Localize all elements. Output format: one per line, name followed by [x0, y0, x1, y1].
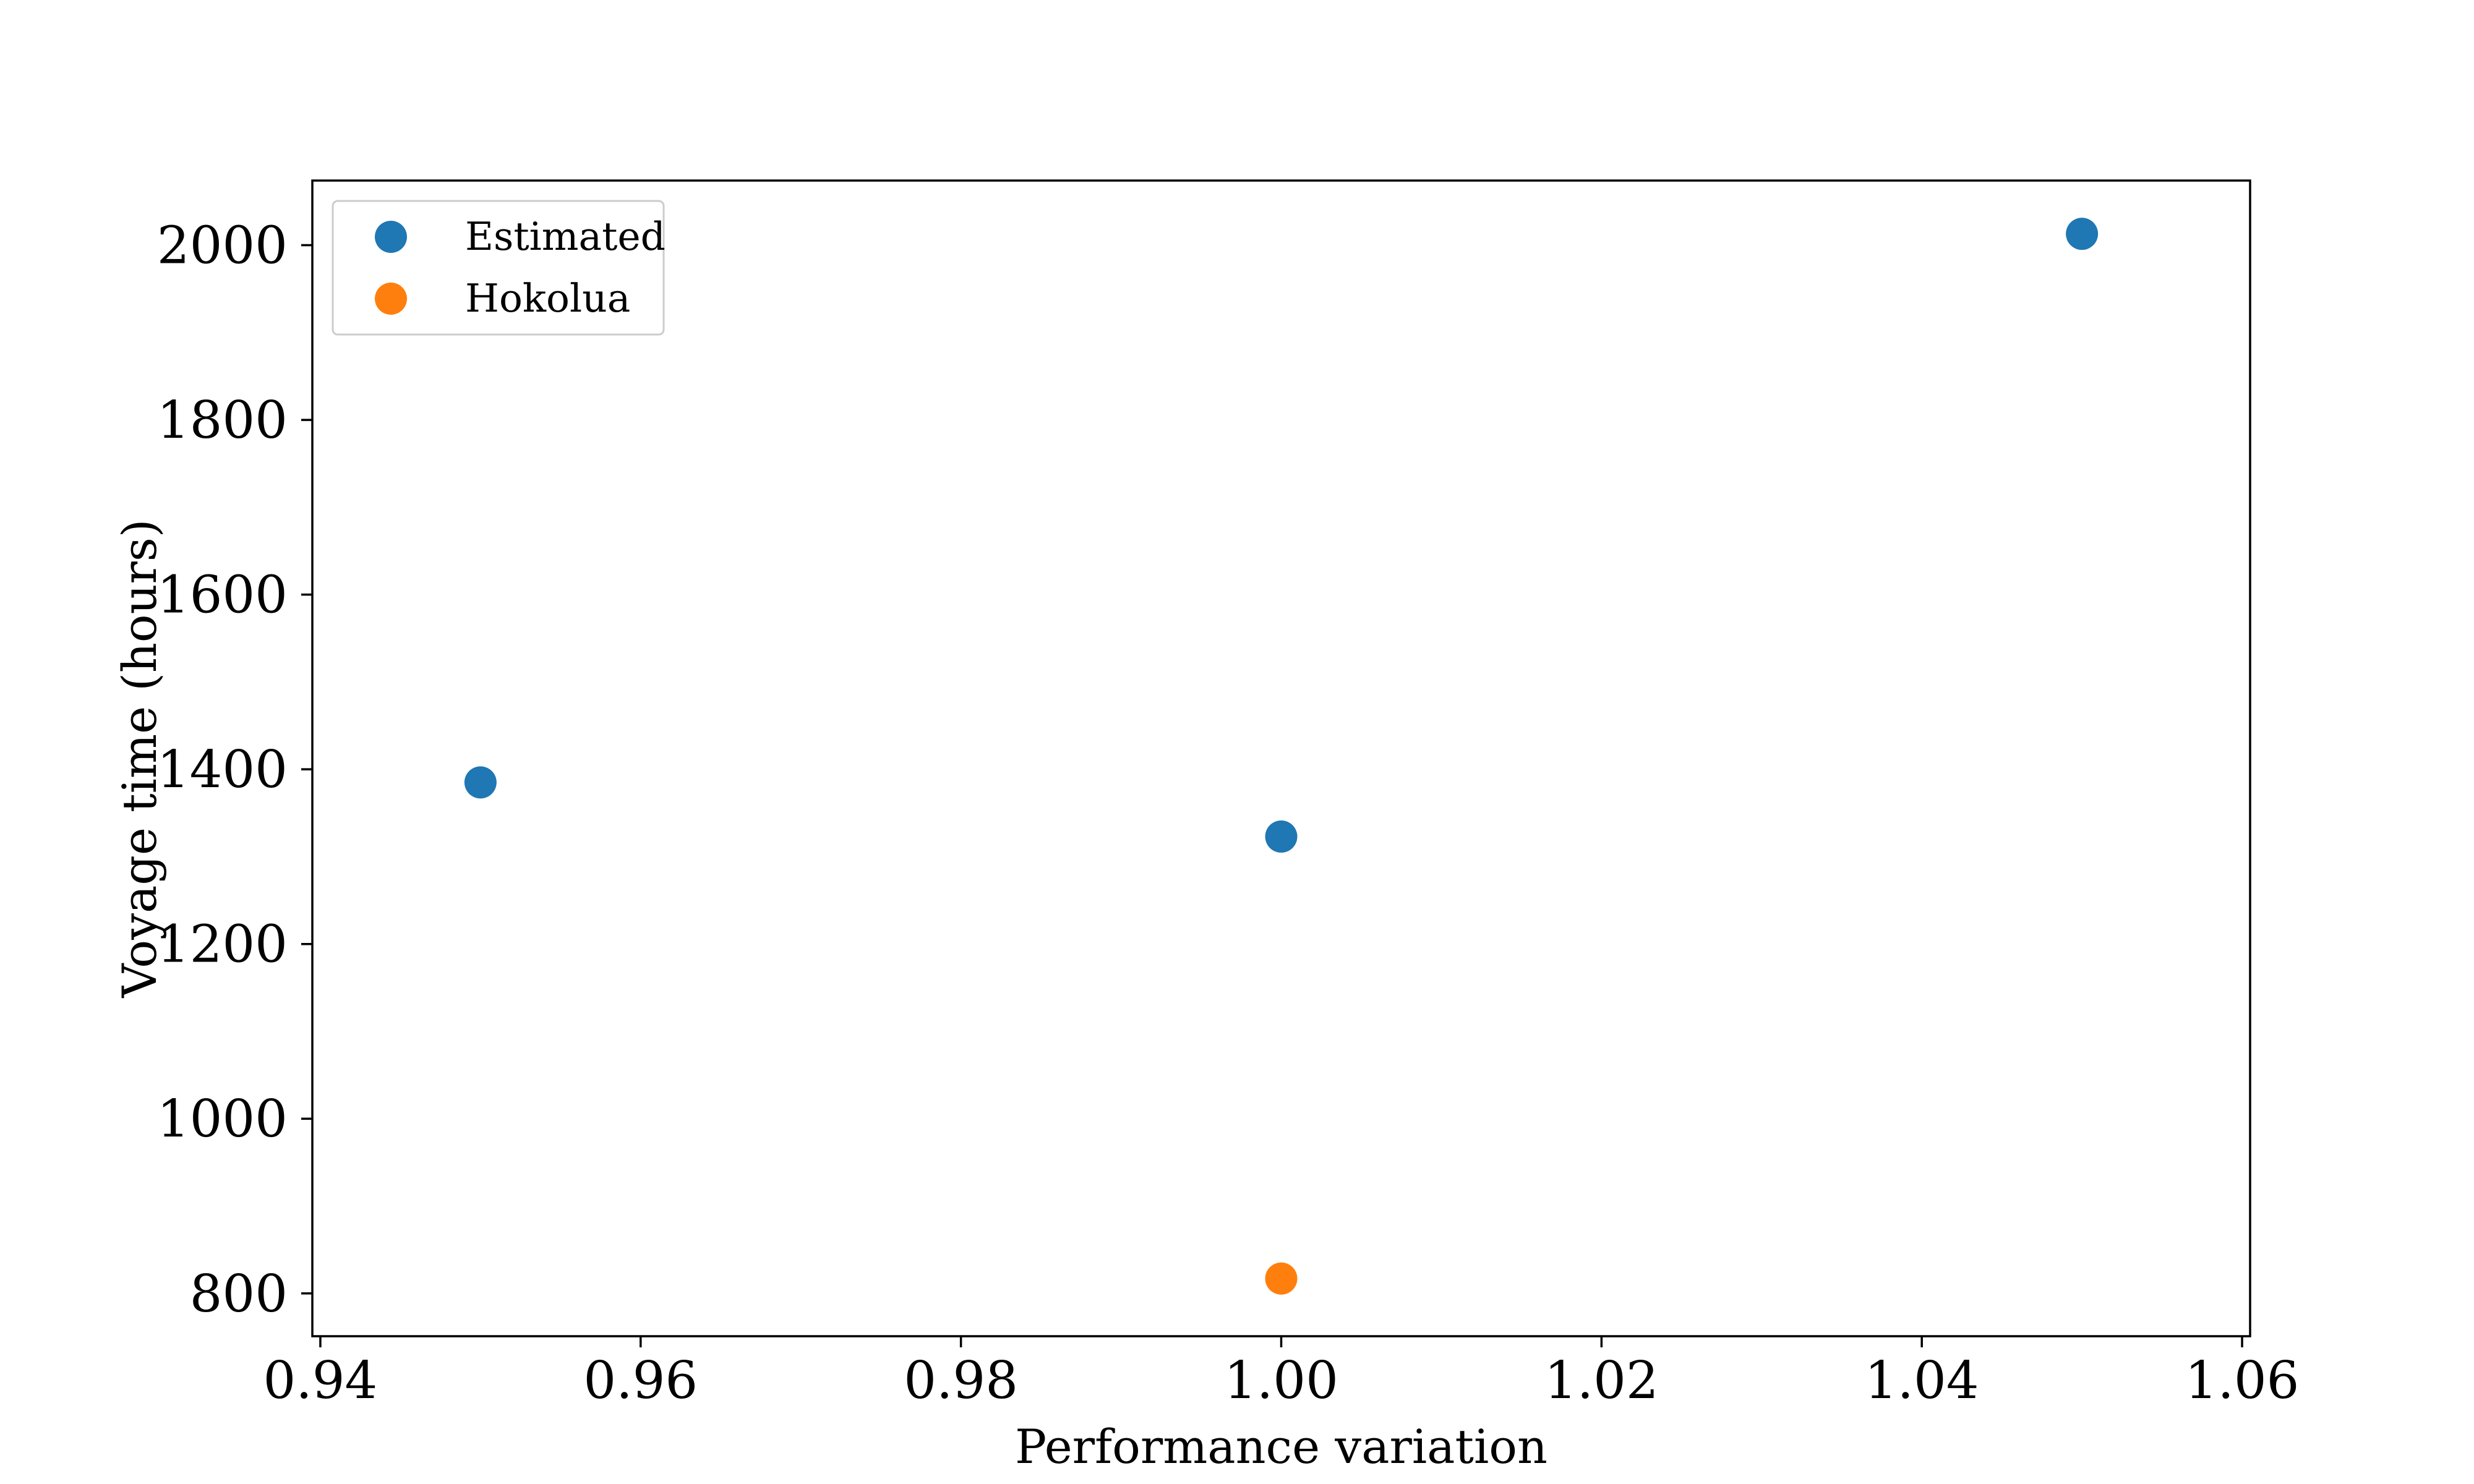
y-tick-label: 800 [190, 1264, 288, 1324]
y-tick-label: 1800 [157, 390, 288, 450]
y-tick-label: 1400 [157, 740, 288, 800]
y-tick-label: 1200 [157, 915, 288, 974]
hokolua-point [1265, 1262, 1298, 1295]
estimated-point [1265, 820, 1298, 853]
x-tick-label: 1.00 [1224, 1350, 1338, 1410]
y-tick-label: 1000 [157, 1089, 288, 1149]
x-tick-label: 0.98 [904, 1350, 1018, 1410]
estimated-point [2066, 218, 2099, 250]
x-axis-ticks: 0.94 0.96 0.98 1.00 1.02 1.04 1.06 [263, 1336, 2300, 1410]
x-tick-label: 1.02 [1544, 1350, 1659, 1410]
y-tick-label: 2000 [157, 216, 288, 276]
legend-label-estimated: Estimated [465, 214, 666, 259]
x-tick-label: 1.06 [2185, 1350, 2300, 1410]
plot-layer [464, 218, 2099, 1295]
plot-frame [311, 179, 2251, 1337]
x-tick-label: 0.96 [583, 1350, 698, 1410]
y-tick-label: 1600 [157, 565, 288, 625]
legend-marker-hokolua [375, 283, 407, 315]
estimated-point [464, 766, 497, 799]
x-tick-label: 0.94 [263, 1350, 378, 1410]
x-axis-label: Performance variation [1015, 1419, 1547, 1474]
legend-marker-estimated [375, 221, 407, 253]
x-tick-label: 1.04 [1865, 1350, 1979, 1410]
y-axis-label: Voyage time (hours) [112, 519, 167, 998]
legend: Estimated Hokolua [332, 200, 666, 336]
legend-label-hokolua: Hokolua [465, 276, 630, 321]
legend-box [332, 200, 665, 336]
y-axis-ticks: 800 1000 1200 1400 1600 1800 2000 [157, 216, 312, 1324]
